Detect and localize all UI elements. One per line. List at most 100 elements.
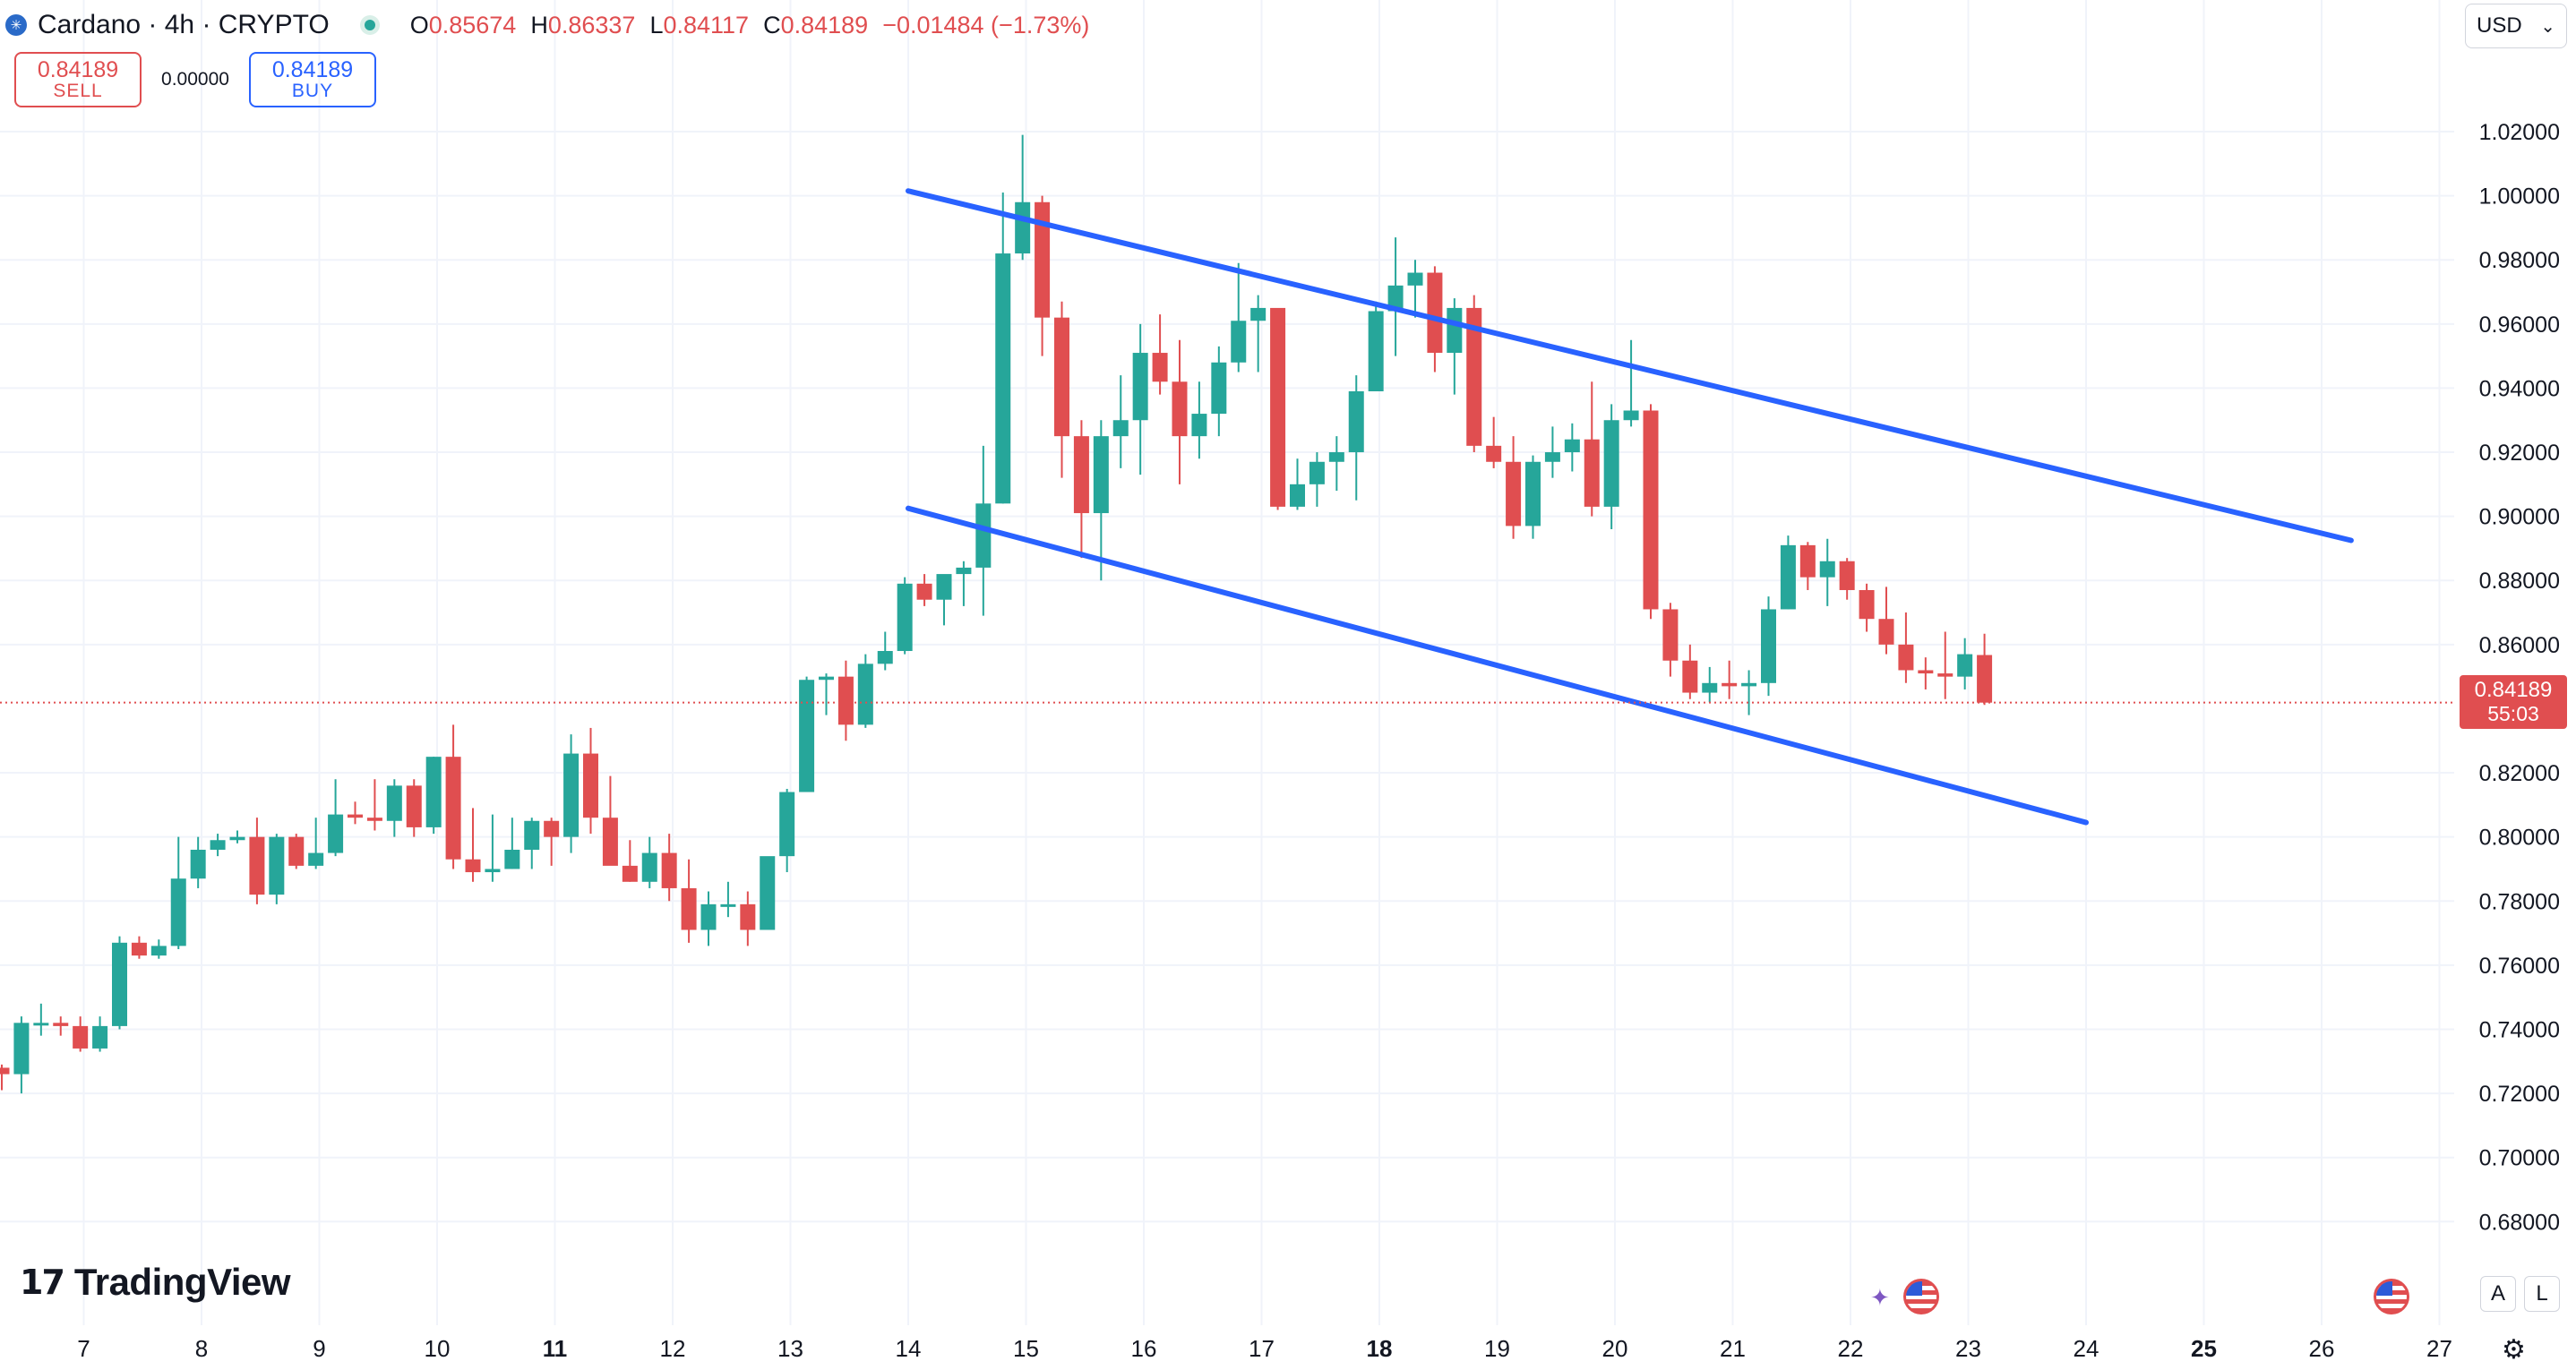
- candle-body: [1898, 644, 1914, 671]
- time-axis-label: 11: [543, 1335, 568, 1362]
- candle: [1957, 638, 1973, 689]
- candle-body: [1544, 452, 1560, 462]
- candle-body: [406, 785, 422, 827]
- candle: [1977, 633, 1993, 706]
- time-axis-label: 25: [2191, 1335, 2217, 1362]
- channel-lower: [906, 505, 2089, 826]
- chart-header: ✳ Cardano · 4h · CRYPTO O0.85674 H0.8633…: [0, 0, 1089, 50]
- candle-body: [1977, 655, 1993, 703]
- gear-icon[interactable]: ⚙: [2502, 1335, 2526, 1365]
- us-flag-event-icon-2[interactable]: [2374, 1279, 2409, 1314]
- time-axis-label: 12: [660, 1335, 686, 1362]
- time-axis[interactable]: 7 8 9 10 11 12 13 14 15 16 17 18 19 20 21 22 23 24 25 26 27: [77, 1335, 2452, 1362]
- candle-body: [269, 836, 285, 895]
- candle-body: [1780, 544, 1796, 610]
- buy-label: BUY: [291, 81, 334, 102]
- price-axis-label: 0.74000: [2479, 1017, 2560, 1042]
- sell-button[interactable]: 0.84189 SELL: [14, 52, 142, 107]
- candle-body: [1073, 436, 1089, 514]
- candle: [328, 779, 344, 857]
- candle-body: [366, 818, 382, 821]
- auto-scale-button[interactable]: A: [2480, 1276, 2516, 1312]
- candle-body: [1937, 673, 1953, 677]
- candle-body: [700, 903, 717, 930]
- trade-panel: 0.84189 SELL 0.00000 0.84189 BUY: [14, 52, 376, 107]
- trendlines[interactable]: [906, 188, 2354, 826]
- candle: [1898, 612, 1914, 683]
- time-axis-label: 23: [1955, 1335, 1981, 1362]
- candle-body: [1682, 660, 1698, 693]
- candle: [1702, 666, 1718, 703]
- candle: [308, 818, 324, 869]
- close-value: 0.84189: [780, 11, 869, 39]
- candle: [1073, 420, 1089, 559]
- sparkle-icon: ✦: [1870, 1284, 1890, 1311]
- candle-body: [1564, 439, 1580, 453]
- candle: [1643, 404, 1659, 620]
- time-axis-label: 7: [77, 1335, 90, 1362]
- low-value: 0.84117: [663, 11, 750, 39]
- candle: [700, 891, 717, 946]
- market-status-icon[interactable]: [359, 15, 380, 35]
- candle-body: [1761, 609, 1776, 683]
- candle: [445, 724, 461, 869]
- price-axis[interactable]: 1.02000 1.00000 0.98000 0.96000 0.94000 0.920…: [2479, 120, 2560, 1235]
- last-price-tag: 0.84189 55:03: [2460, 675, 2567, 729]
- candle-body: [348, 814, 363, 818]
- candle-body: [1466, 307, 1482, 446]
- candle-body: [1407, 272, 1423, 286]
- log-scale-button[interactable]: L: [2524, 1276, 2560, 1312]
- tradingview-logo[interactable]: 17 TradingView: [20, 1261, 291, 1304]
- time-axis-label: 13: [777, 1335, 803, 1362]
- candle-body: [1819, 561, 1835, 578]
- candle: [916, 574, 932, 606]
- candle: [1466, 295, 1482, 453]
- price-axis-label: 1.02000: [2479, 120, 2560, 145]
- candle-body: [92, 1025, 108, 1049]
- price-axis-label: 0.70000: [2479, 1146, 2560, 1171]
- candle: [1682, 644, 1698, 699]
- candle: [1544, 426, 1560, 478]
- time-axis-label: 27: [2426, 1335, 2452, 1362]
- candle-body: [445, 757, 461, 860]
- candle-body: [308, 852, 324, 866]
- candle: [661, 834, 677, 902]
- candle: [936, 574, 952, 626]
- candle: [269, 834, 285, 904]
- candle-body: [1290, 484, 1305, 507]
- price-axis-label: 0.68000: [2479, 1210, 2560, 1235]
- candle: [131, 936, 147, 959]
- candle: [13, 1016, 30, 1094]
- candle-body: [210, 840, 226, 850]
- candle: [1191, 381, 1207, 459]
- us-flag-event-icon[interactable]: [1903, 1279, 1939, 1314]
- bar-countdown: 55:03: [2487, 701, 2539, 725]
- open-label: O: [409, 11, 429, 39]
- candle: [1328, 436, 1344, 491]
- buy-button[interactable]: 0.84189 BUY: [249, 52, 376, 107]
- price-axis-label: 1.00000: [2479, 184, 2560, 210]
- candle: [485, 814, 501, 882]
- candle-body: [1328, 452, 1344, 462]
- candle: [1761, 596, 1776, 697]
- candle: [1722, 660, 1738, 699]
- candle-body: [229, 836, 245, 841]
- candle-body: [681, 887, 697, 930]
- candle-body: [1603, 420, 1619, 507]
- time-axis-label: 24: [2074, 1335, 2099, 1362]
- symbol-title[interactable]: Cardano · 4h · CRYPTO: [38, 10, 330, 39]
- candle: [1603, 404, 1619, 529]
- candle: [0, 1064, 10, 1091]
- candle: [170, 836, 186, 949]
- sell-label: SELL: [53, 81, 103, 102]
- currency-select[interactable]: USD ⌄: [2465, 4, 2567, 48]
- candle: [406, 779, 422, 837]
- candle-body: [916, 583, 932, 600]
- candle: [1859, 583, 1875, 632]
- candle: [1290, 458, 1305, 510]
- candle: [1839, 558, 1855, 600]
- candle-body: [1132, 353, 1148, 421]
- candle: [1878, 587, 1894, 655]
- candle: [622, 840, 638, 882]
